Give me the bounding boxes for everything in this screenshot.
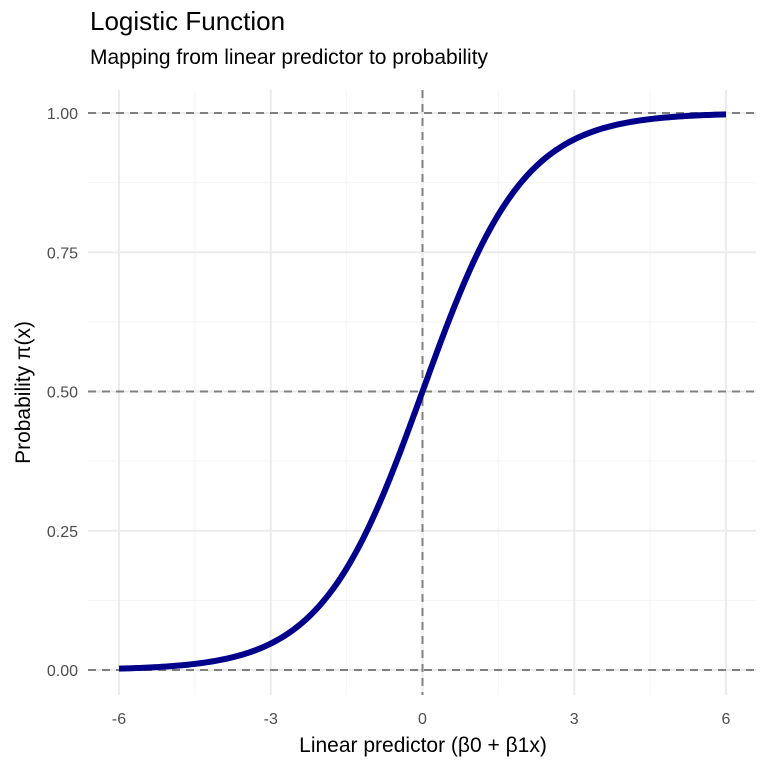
x-tick-label: 3 (570, 711, 579, 728)
x-tick-label: -6 (112, 711, 126, 728)
x-axis-label: Linear predictor (β0 + β1x) (299, 734, 547, 757)
x-tick-label: -3 (264, 711, 278, 728)
logistic-curve (118, 111, 727, 672)
y-tick-label: 0.50 (47, 385, 78, 402)
y-tick-label: 0.25 (47, 524, 78, 541)
chart-subtitle: Mapping from linear predictor to probabi… (90, 46, 489, 69)
y-tick-label: 0.00 (47, 663, 78, 680)
x-tick-label: 6 (722, 711, 731, 728)
y-tick-label: 1.00 (47, 106, 78, 123)
y-tick-label: 0.75 (47, 245, 78, 262)
x-tick-label: 0 (418, 711, 427, 728)
chart-title: Logistic Function (90, 6, 286, 36)
y-axis-label: Probability π(x) (12, 321, 35, 464)
